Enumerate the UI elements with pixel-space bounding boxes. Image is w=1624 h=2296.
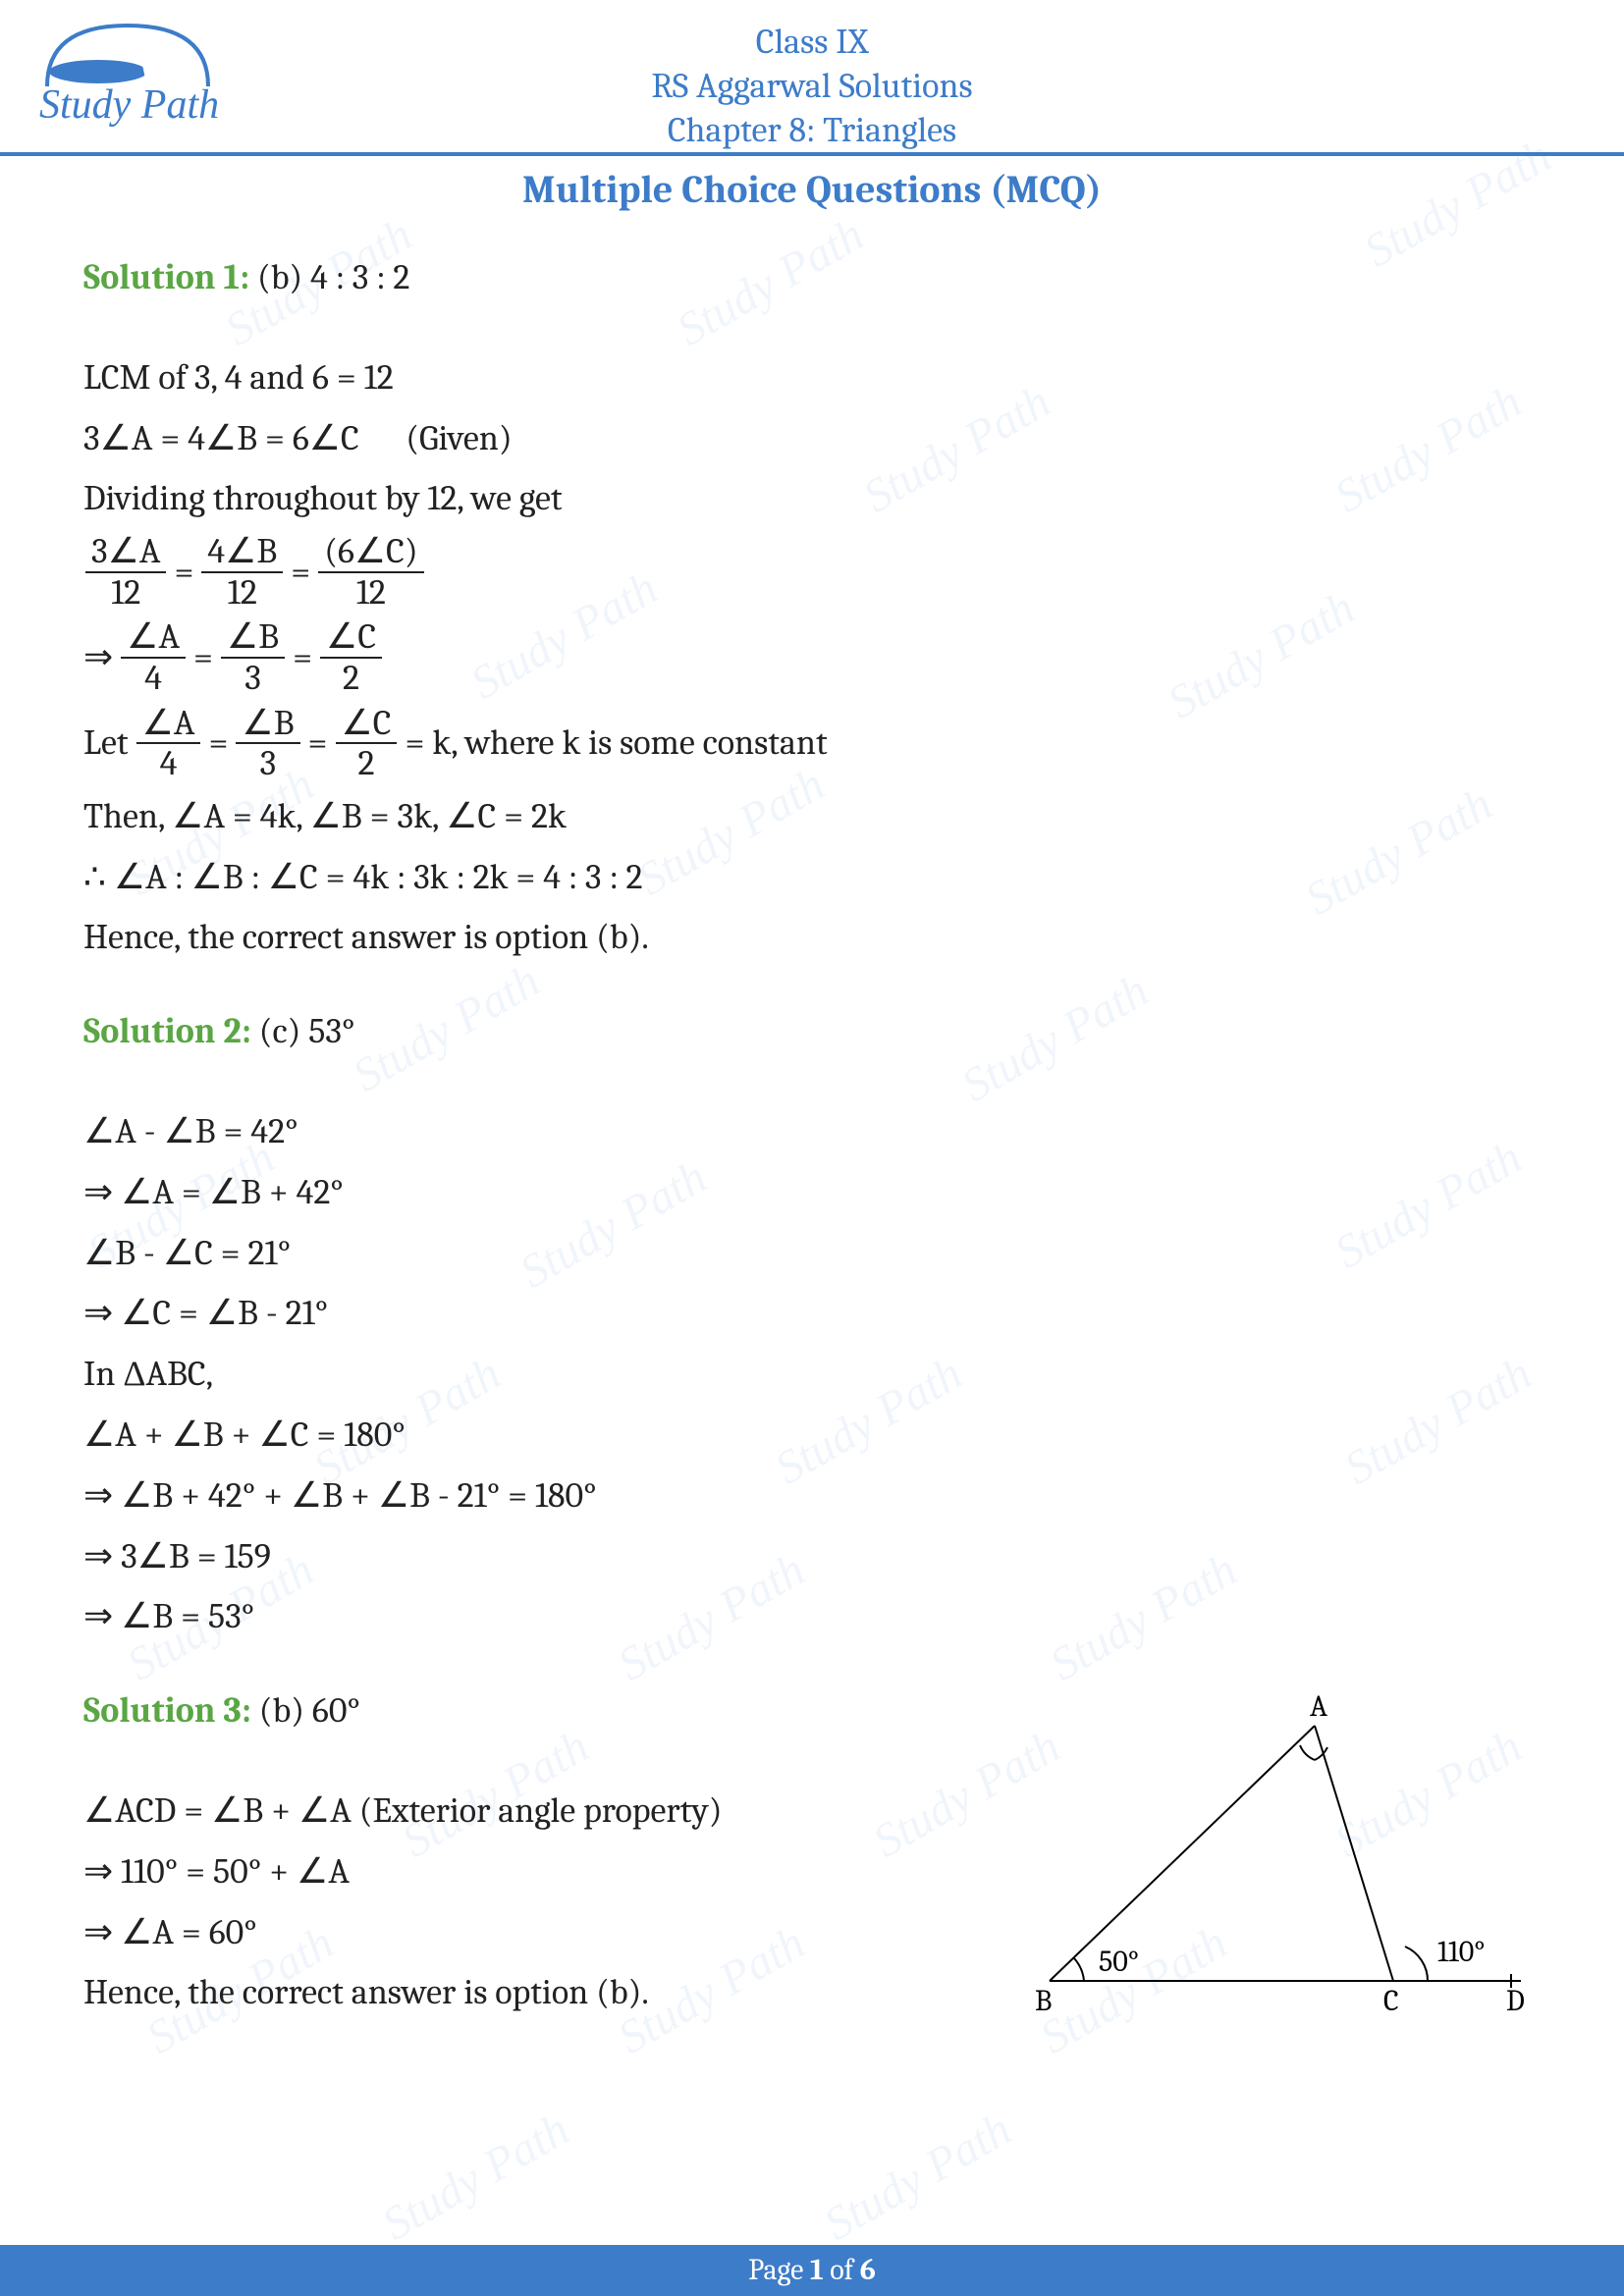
- text-line: In ΔABC,: [83, 1347, 1541, 1402]
- fraction: ∠B3: [236, 704, 299, 783]
- footer-prefix: Page: [748, 2253, 810, 2287]
- text-line: ⇒ ∠B = 53°: [83, 1589, 1541, 1644]
- fraction: 4∠B12: [201, 532, 283, 612]
- watermark: Study Path: [815, 2102, 1020, 2251]
- solution-answer: (b) 60°: [259, 1690, 360, 1731]
- footer-page-number: 1: [810, 2253, 824, 2287]
- header-chapter: Chapter 8: Triangles: [0, 108, 1624, 152]
- text: Let: [83, 716, 129, 771]
- text-line: ⇒ 3∠B = 159: [83, 1529, 1541, 1584]
- text-line: ∠A - ∠B = 42°: [83, 1104, 1541, 1159]
- fraction: ∠C2: [320, 617, 382, 697]
- solution-3: Solution 3: (b) 60° ∠ACD = ∠B + ∠A (Exte…: [83, 1683, 1541, 2020]
- text-line: ⇒ ∠A = ∠B + 42°: [83, 1165, 1541, 1220]
- fraction: ∠A4: [136, 704, 201, 783]
- solution-label: Solution 3:: [83, 1690, 251, 1731]
- header-class: Class IX: [0, 20, 1624, 64]
- text-line: ⇒ ∠C = ∠B - 21°: [83, 1286, 1541, 1341]
- triangle-figure: A B C D 50° 110°: [1020, 1686, 1531, 2020]
- vertex-c-label: C: [1383, 1984, 1399, 2018]
- equation-line: Let ∠A4 = ∠B3 = ∠C2 = k, where k is some…: [83, 704, 1541, 783]
- given-note: (Given): [406, 418, 512, 458]
- content-area: Solution 1: (b) 4 : 3 : 2 LCM of 3, 4 an…: [83, 250, 1541, 2059]
- text-line: Hence, the correct answer is option (b).: [83, 910, 1541, 965]
- text-line: ⇒ ∠B + 42° + ∠B + ∠B - 21° = 180°: [83, 1468, 1541, 1523]
- equation-line: ⇒ ∠A4 = ∠B3 = ∠C2: [83, 617, 1541, 697]
- header-book: RS Aggarwal Solutions: [0, 64, 1624, 108]
- solution-heading: Solution 1: (b) 4 : 3 : 2: [83, 250, 1541, 305]
- solution-answer: (b) 4 : 3 : 2: [257, 257, 409, 297]
- study-path-logo: Study Path: [29, 18, 226, 131]
- angle-d-value: 110°: [1437, 1935, 1485, 1969]
- solution-label: Solution 2:: [83, 1011, 251, 1051]
- equation-line: 3∠A12 = 4∠B12 = (6∠C)12: [83, 532, 1541, 612]
- watermark: Study Path: [373, 2102, 578, 2251]
- page-footer: Page 1 of 6: [0, 2245, 1624, 2296]
- solution-2: Solution 2: (c) 53° ∠A - ∠B = 42° ⇒ ∠A =…: [83, 1004, 1541, 1644]
- fraction: ∠B3: [221, 617, 285, 697]
- solution-heading: Solution 2: (c) 53°: [83, 1004, 1541, 1059]
- text: = k, where k is some constant: [405, 716, 827, 771]
- text-line: 3∠A = 4∠B = 6∠C (Given): [83, 411, 1541, 466]
- vertex-b-label: B: [1035, 1984, 1052, 2018]
- page-header: Study Path Class IX RS Aggarwal Solution…: [0, 0, 1624, 152]
- footer-suffix: of: [824, 2253, 860, 2287]
- fraction: 3∠A12: [85, 532, 166, 612]
- solution-label: Solution 1:: [83, 257, 249, 297]
- text-line: LCM of 3, 4 and 6 = 12: [83, 350, 1541, 405]
- solution-answer: (c) 53°: [259, 1011, 355, 1051]
- header-rule: [0, 152, 1624, 156]
- fraction: ∠A4: [121, 617, 186, 697]
- fraction: (6∠C)12: [318, 532, 423, 612]
- text-line: ∠A + ∠B + ∠C = 180°: [83, 1408, 1541, 1463]
- vertex-a-label: A: [1310, 1689, 1327, 1724]
- equation-text: 3∠A = 4∠B = 6∠C: [83, 418, 359, 458]
- vertex-d-label: D: [1506, 1984, 1525, 2018]
- section-title: Multiple Choice Questions (MCQ): [0, 167, 1624, 212]
- solution-1: Solution 1: (b) 4 : 3 : 2 LCM of 3, 4 an…: [83, 250, 1541, 965]
- text-line: ∠B - ∠C = 21°: [83, 1226, 1541, 1281]
- logo-text: Study Path: [39, 82, 219, 128]
- text-line: ∴ ∠A : ∠B : ∠C = 4k : 3k : 2k = 4 : 3 : …: [83, 850, 1541, 905]
- text-line: Then, ∠A = 4k, ∠B = 3k, ∠C = 2k: [83, 789, 1541, 844]
- angle-b-value: 50°: [1099, 1945, 1139, 1979]
- text-line: Dividing throughout by 12, we get: [83, 471, 1541, 526]
- footer-total-pages: 6: [860, 2253, 876, 2287]
- fraction: ∠C2: [336, 704, 398, 783]
